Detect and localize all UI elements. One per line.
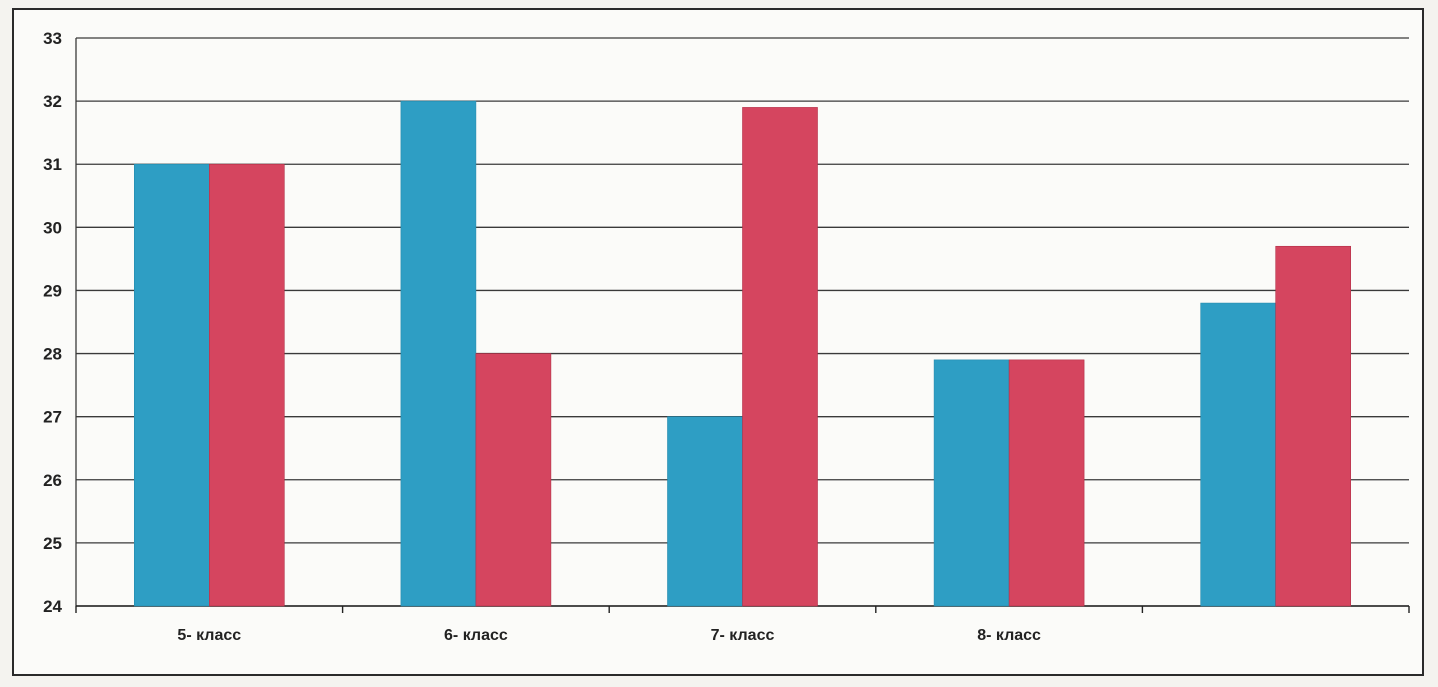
y-tick-label: 24 xyxy=(43,597,62,616)
bar-series-1 xyxy=(933,359,1010,607)
bar-series-2 xyxy=(742,107,818,607)
y-tick-label: 25 xyxy=(43,534,62,553)
y-tick-label: 28 xyxy=(43,345,62,364)
bar-series-1 xyxy=(1200,302,1276,607)
x-tick-label: 6- класс xyxy=(444,627,508,644)
y-tick-label: 33 xyxy=(43,29,62,48)
bar-series-2 xyxy=(1275,245,1351,607)
chart-frame: 24 25 26 27 28 29 30 31 32 33 5- класс 6- класс 7- … xyxy=(12,8,1424,676)
bar-series-1 xyxy=(134,163,210,607)
y-tick-label: 30 xyxy=(43,218,62,237)
x-tick-label: 7- класс xyxy=(711,627,775,644)
x-tick-label: 8- класс xyxy=(977,627,1041,644)
x-tick-labels: 5- класс 6- класс 7- класс 8- класс xyxy=(177,627,1041,644)
bar-series-1 xyxy=(400,100,477,607)
bar-series-2 xyxy=(1008,359,1085,607)
y-tick-label: 26 xyxy=(43,471,62,490)
y-tick-label: 31 xyxy=(43,155,62,174)
y-tick-label: 29 xyxy=(43,281,62,300)
bar-chart: 24 25 26 27 28 29 30 31 32 33 5- класс 6- класс 7- … xyxy=(43,29,1410,644)
bar-series-2 xyxy=(475,353,552,607)
bar-series-1 xyxy=(667,416,743,607)
y-tick-labels: 24 25 26 27 28 29 30 31 32 33 xyxy=(43,29,62,616)
y-tick-label: 32 xyxy=(43,92,62,111)
bar-series-2 xyxy=(209,163,285,607)
y-tick-label: 27 xyxy=(43,408,62,427)
bars xyxy=(134,100,1351,607)
x-tick-label: 5- класс xyxy=(177,627,241,644)
